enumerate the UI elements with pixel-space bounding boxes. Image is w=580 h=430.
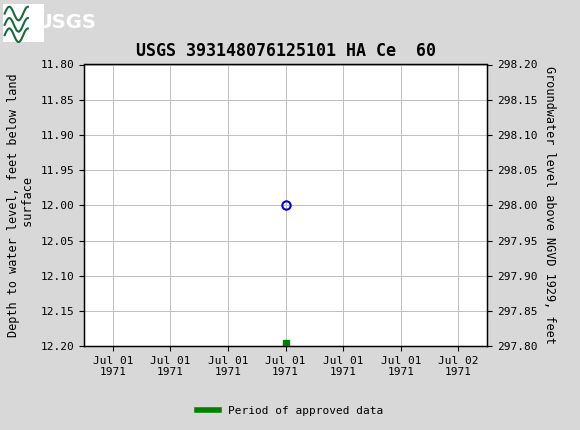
- Y-axis label: Groundwater level above NGVD 1929, feet: Groundwater level above NGVD 1929, feet: [543, 66, 556, 344]
- Legend: Period of approved data: Period of approved data: [193, 401, 387, 420]
- Y-axis label: Depth to water level, feet below land
 surface: Depth to water level, feet below land su…: [7, 74, 35, 337]
- Title: USGS 393148076125101 HA Ce  60: USGS 393148076125101 HA Ce 60: [136, 42, 436, 60]
- Bar: [3, 3, 43, 42]
- Text: USGS: USGS: [37, 13, 96, 32]
